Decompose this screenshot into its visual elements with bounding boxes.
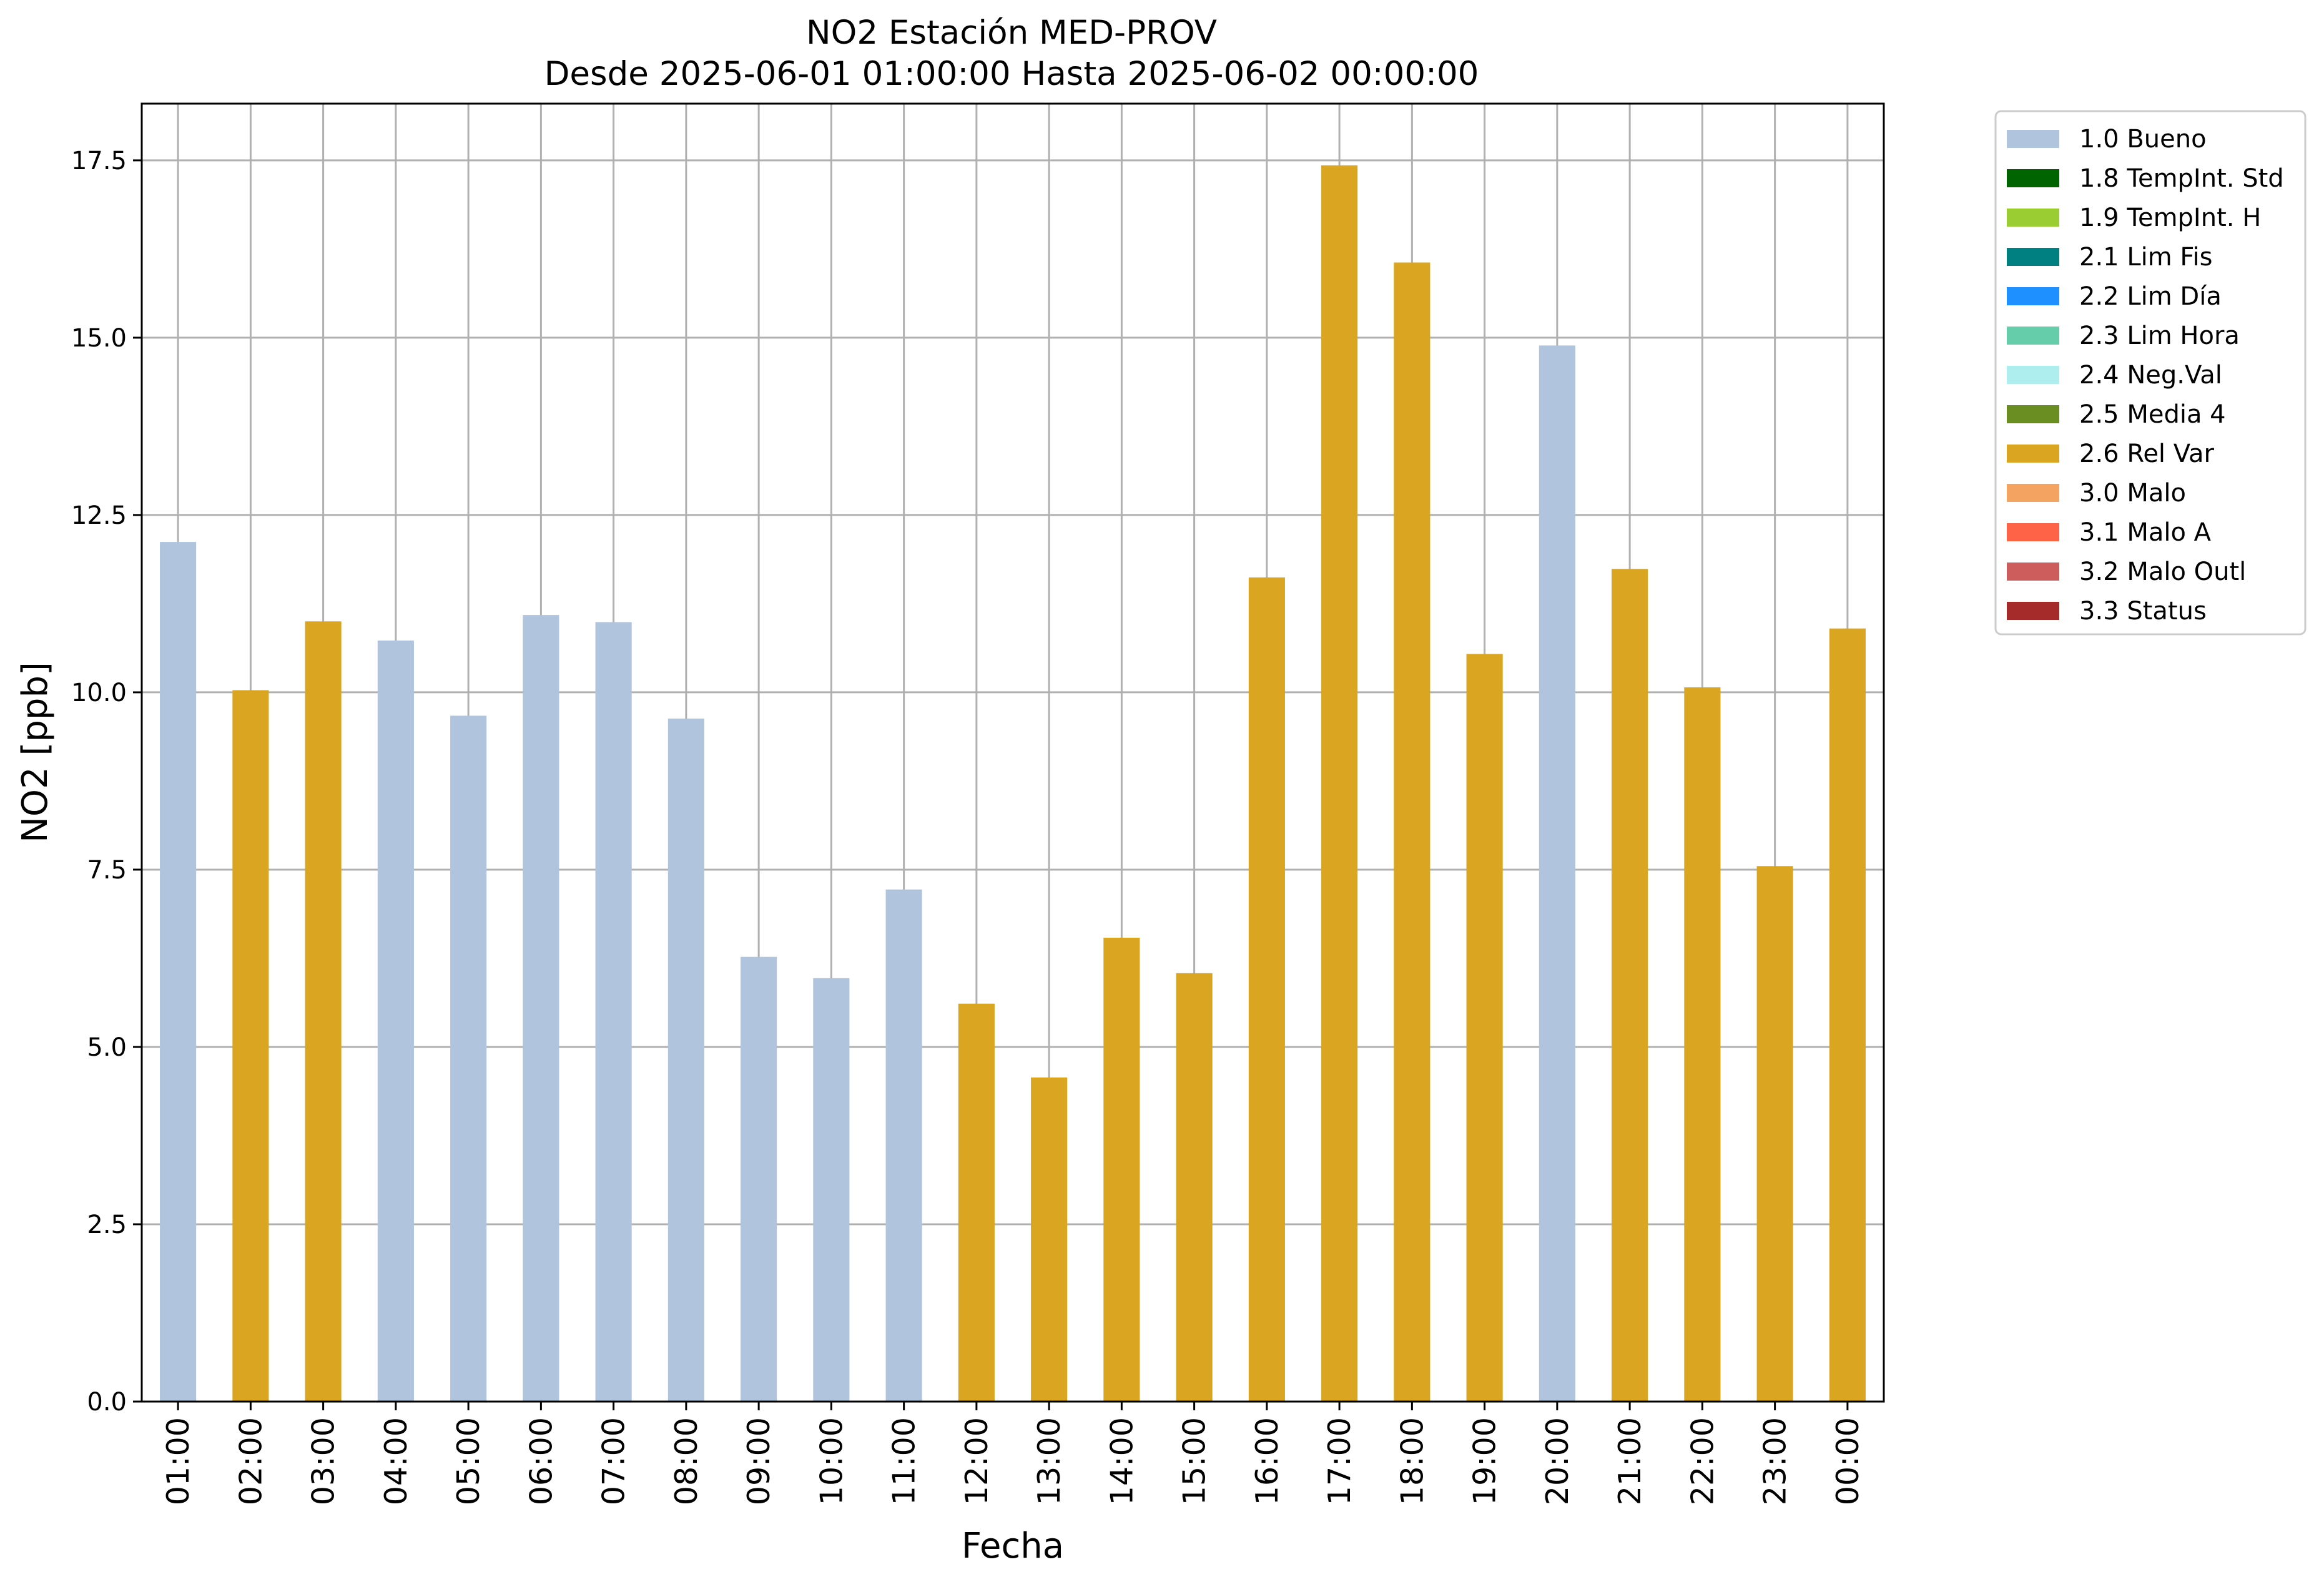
chart-subtitle: Desde 2025-06-01 01:00:00 Hasta 2025-06-… (544, 55, 1479, 93)
legend-label: 2.4 Neg.Val (2079, 361, 2222, 390)
bar-18:00 (1394, 262, 1430, 1402)
x-tick-label: 19:00 (1467, 1417, 1503, 1505)
bar-10:00 (813, 978, 850, 1402)
x-tick-label: 10:00 (814, 1417, 849, 1505)
legend: 1.0 Bueno 1.8 TempInt. Std 1.9 TempInt. H 2… (1994, 110, 2307, 636)
bar-06:00 (523, 615, 559, 1402)
x-tick-label: 07:00 (596, 1417, 632, 1505)
bar-00:00 (1829, 628, 1866, 1402)
legend-swatch (2007, 523, 2059, 541)
legend-label: 1.0 Bueno (2079, 125, 2207, 154)
legend-frame (1994, 110, 2307, 636)
bar-16:00 (1248, 577, 1285, 1402)
chart-title: NO2 Estación MED-PROV (806, 14, 1217, 52)
x-tick-label: 18:00 (1394, 1417, 1430, 1505)
legend-swatch (2007, 366, 2059, 384)
x-tick-label: 20:00 (1540, 1417, 1575, 1505)
x-tick-label: 00:00 (1830, 1417, 1866, 1505)
y-tick-label: 12.5 (71, 501, 127, 530)
bar-08:00 (667, 718, 704, 1402)
legend-swatch (2007, 602, 2059, 620)
x-tick-label: 09:00 (741, 1417, 777, 1505)
x-tick-label: 03:00 (306, 1417, 342, 1505)
bar-22:00 (1684, 687, 1721, 1402)
x-tick-label: 13:00 (1032, 1417, 1067, 1505)
x-axis-label: Fecha (962, 1526, 1064, 1566)
y-axis-label: NO2 [ppb] (15, 662, 56, 843)
legend-swatch (2007, 445, 2059, 463)
bar-07:00 (595, 622, 632, 1402)
legend-swatch (2007, 287, 2059, 305)
x-tick-label: 14:00 (1104, 1417, 1140, 1505)
x-tick-label: 21:00 (1612, 1417, 1648, 1505)
legend-swatch (2007, 130, 2059, 148)
legend-label: 2.6 Rel Var (2079, 440, 2215, 468)
legend-label: 3.1 Malo A (2079, 518, 2212, 547)
x-axis-ticks: 01:00 02:00 03:00 04:00 05:00 06:00 07:00 08:00… (160, 1402, 1866, 1505)
bar-01:00 (160, 542, 197, 1402)
bars (160, 165, 1866, 1402)
legend-swatch (2007, 248, 2059, 266)
x-tick-label: 06:00 (523, 1417, 559, 1505)
bar-21:00 (1612, 569, 1648, 1402)
bar-03:00 (305, 621, 342, 1402)
y-tick-label: 2.5 (87, 1211, 127, 1239)
x-tick-label: 12:00 (959, 1417, 995, 1505)
y-tick-label: 7.5 (87, 856, 127, 885)
bar-17:00 (1321, 165, 1358, 1402)
legend-swatch (2007, 209, 2059, 227)
x-tick-label: 02:00 (233, 1417, 268, 1505)
x-tick-label: 23:00 (1758, 1417, 1793, 1505)
y-tick-label: 0.0 (87, 1388, 127, 1417)
bar-09:00 (741, 956, 777, 1402)
x-tick-label: 04:00 (378, 1417, 414, 1505)
x-tick-label: 15:00 (1177, 1417, 1213, 1505)
x-tick-label: 22:00 (1685, 1417, 1720, 1505)
y-tick-label: 15.0 (71, 324, 127, 353)
bar-04:00 (377, 641, 414, 1402)
x-tick-label: 11:00 (887, 1417, 922, 1505)
legend-label: 1.8 TempInt. Std (2079, 164, 2284, 193)
legend-label: 3.2 Malo Outl (2079, 558, 2246, 586)
bar-11:00 (885, 889, 922, 1402)
legend-label: 2.5 Media 4 (2079, 400, 2226, 429)
y-tick-label: 10.0 (71, 679, 127, 707)
bar-13:00 (1031, 1077, 1068, 1402)
legend-label: 2.2 Lim Día (2079, 282, 2222, 311)
legend-swatch (2007, 563, 2059, 581)
legend-label: 2.3 Lim Hora (2079, 322, 2240, 350)
legend-label: 1.9 TempInt. H (2079, 204, 2261, 232)
bar-15:00 (1176, 973, 1213, 1402)
bar-12:00 (958, 1003, 995, 1402)
y-tick-label: 17.5 (71, 147, 127, 175)
x-tick-label: 01:00 (160, 1417, 196, 1505)
plot-frame (140, 102, 1885, 1403)
bar-02:00 (232, 690, 269, 1402)
legend-swatch (2007, 327, 2059, 345)
y-axis-ticks: 0.0 2.5 5.0 7.5 10.0 12.5 15.0 17.5 (71, 147, 142, 1417)
y-tick-label: 5.0 (87, 1033, 127, 1062)
legend-swatch (2007, 484, 2059, 502)
bar-23:00 (1756, 866, 1793, 1402)
legend-swatch (2007, 169, 2059, 187)
legend-label: 3.3 Status (2079, 597, 2207, 626)
x-tick-label: 05:00 (451, 1417, 486, 1505)
legend-label: 3.0 Malo (2079, 479, 2186, 508)
legend-label: 2.1 Lim Fis (2079, 243, 2212, 272)
x-tick-label: 16:00 (1249, 1417, 1285, 1505)
bar-05:00 (450, 715, 487, 1402)
x-tick-label: 17:00 (1322, 1417, 1357, 1505)
bar-19:00 (1466, 654, 1503, 1402)
bar-20:00 (1539, 345, 1575, 1402)
bar-14:00 (1103, 938, 1140, 1402)
legend-swatch (2007, 405, 2059, 423)
x-tick-label: 08:00 (669, 1417, 704, 1505)
